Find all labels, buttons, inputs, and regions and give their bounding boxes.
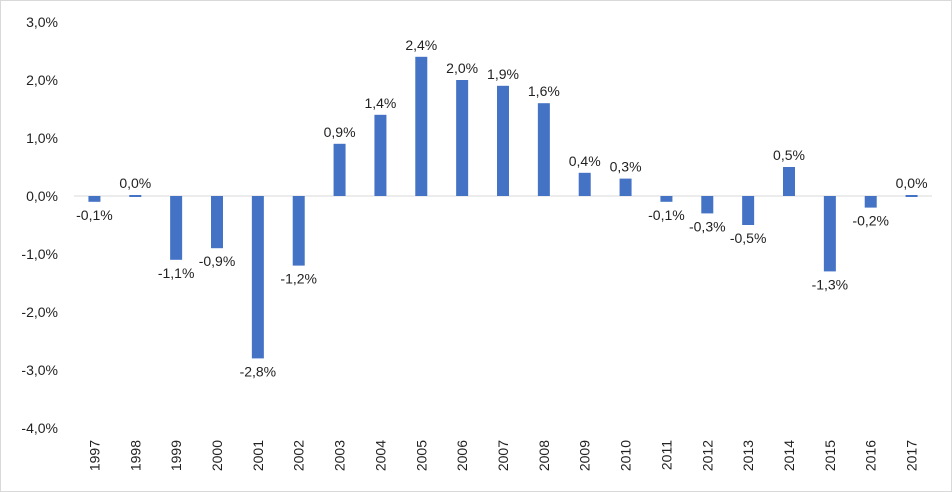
bar (129, 195, 142, 197)
bar (537, 103, 550, 196)
bar (374, 114, 387, 196)
bar (456, 80, 469, 196)
data-label: 1,4% (364, 95, 396, 111)
bars (88, 56, 918, 359)
bar (211, 196, 223, 249)
y-tick-label: 3,0% (26, 14, 58, 30)
bar (497, 85, 509, 196)
x-tick-label: 2017 (904, 440, 920, 471)
bar (415, 56, 428, 196)
bar (823, 196, 836, 272)
x-tick-label: 2003 (332, 440, 348, 471)
x-tick-label: 2002 (291, 440, 307, 471)
y-tick-label: -2,0% (21, 304, 58, 320)
x-tick-label: 1998 (127, 440, 143, 471)
data-label: -0,5% (730, 230, 767, 246)
data-label: -0,9% (199, 253, 236, 269)
data-label: 0,3% (610, 159, 642, 175)
bar (905, 195, 918, 197)
x-tick-label: 2010 (618, 440, 634, 471)
bar (701, 196, 714, 214)
bar (333, 143, 346, 196)
y-tick-label: 0,0% (26, 188, 58, 204)
x-tick-label: 2004 (372, 440, 388, 471)
bar (660, 196, 673, 202)
x-tick-label: 2009 (577, 440, 593, 471)
y-tick-label: 1,0% (26, 130, 58, 146)
bar (783, 167, 795, 196)
data-label: 0,9% (324, 124, 356, 140)
x-tick-label: 2016 (863, 440, 879, 471)
x-tick-label: 2001 (250, 440, 266, 471)
x-tick-label: 2015 (822, 440, 838, 471)
x-tick-label: 2011 (658, 440, 674, 470)
data-label: -1,3% (812, 276, 849, 292)
x-tick-label: 1997 (86, 440, 102, 471)
data-label: -1,2% (280, 271, 317, 287)
x-tick-label: 2007 (495, 440, 511, 471)
data-label: -0,2% (852, 213, 889, 229)
data-label: 0,4% (569, 153, 601, 169)
y-tick-label: -1,0% (21, 246, 58, 262)
x-tick-label: 1999 (168, 440, 184, 471)
data-labels: -0,1% 0,0% -1,1%-0,9% -2,8% -1,2% 0,9% 1,4% 2,4… (76, 37, 927, 380)
bar (170, 196, 183, 260)
x-tick-label: 2014 (781, 440, 797, 471)
y-tick-label: -4,0% (21, 420, 58, 436)
bar (619, 178, 632, 196)
bar (251, 196, 264, 359)
x-tick-label: 2000 (209, 440, 225, 471)
data-label: 0,5% (773, 147, 805, 163)
data-label: -0,1% (76, 207, 113, 223)
data-label: 0,0% (896, 175, 928, 191)
data-label: 1,6% (528, 83, 560, 99)
y-tick-label: 2,0% (26, 72, 58, 88)
bar (864, 196, 877, 208)
bar (88, 196, 101, 202)
x-tick-label: 2005 (413, 440, 429, 471)
data-label: -0,1% (648, 207, 685, 223)
data-label: 2,4% (405, 37, 437, 53)
y-tick-label: -3,0% (21, 362, 58, 378)
x-tick-label: 2012 (699, 440, 715, 471)
x-tick-label: 2006 (454, 440, 470, 471)
data-label: -2,8% (240, 363, 277, 379)
bar (292, 196, 305, 266)
bar (578, 172, 591, 196)
x-axis-tick-labels: 1997 1998 1999 2000 2001 2002 2003 2004 2005 2006… (86, 440, 919, 471)
y-axis-tick-labels: 3,0% 2,0% 1,0% 0,0% -1,0% -2,0% -3,0% -4,0% (21, 14, 58, 436)
data-label: 0,0% (119, 175, 151, 191)
data-label: -0,3% (689, 218, 726, 234)
x-tick-label: 2013 (740, 440, 756, 471)
data-label: 2,0% (446, 60, 478, 76)
bar (742, 196, 755, 225)
data-label: -1,1% (158, 265, 195, 281)
data-label: 1,9% (487, 66, 519, 82)
x-tick-label: 2008 (536, 440, 552, 471)
